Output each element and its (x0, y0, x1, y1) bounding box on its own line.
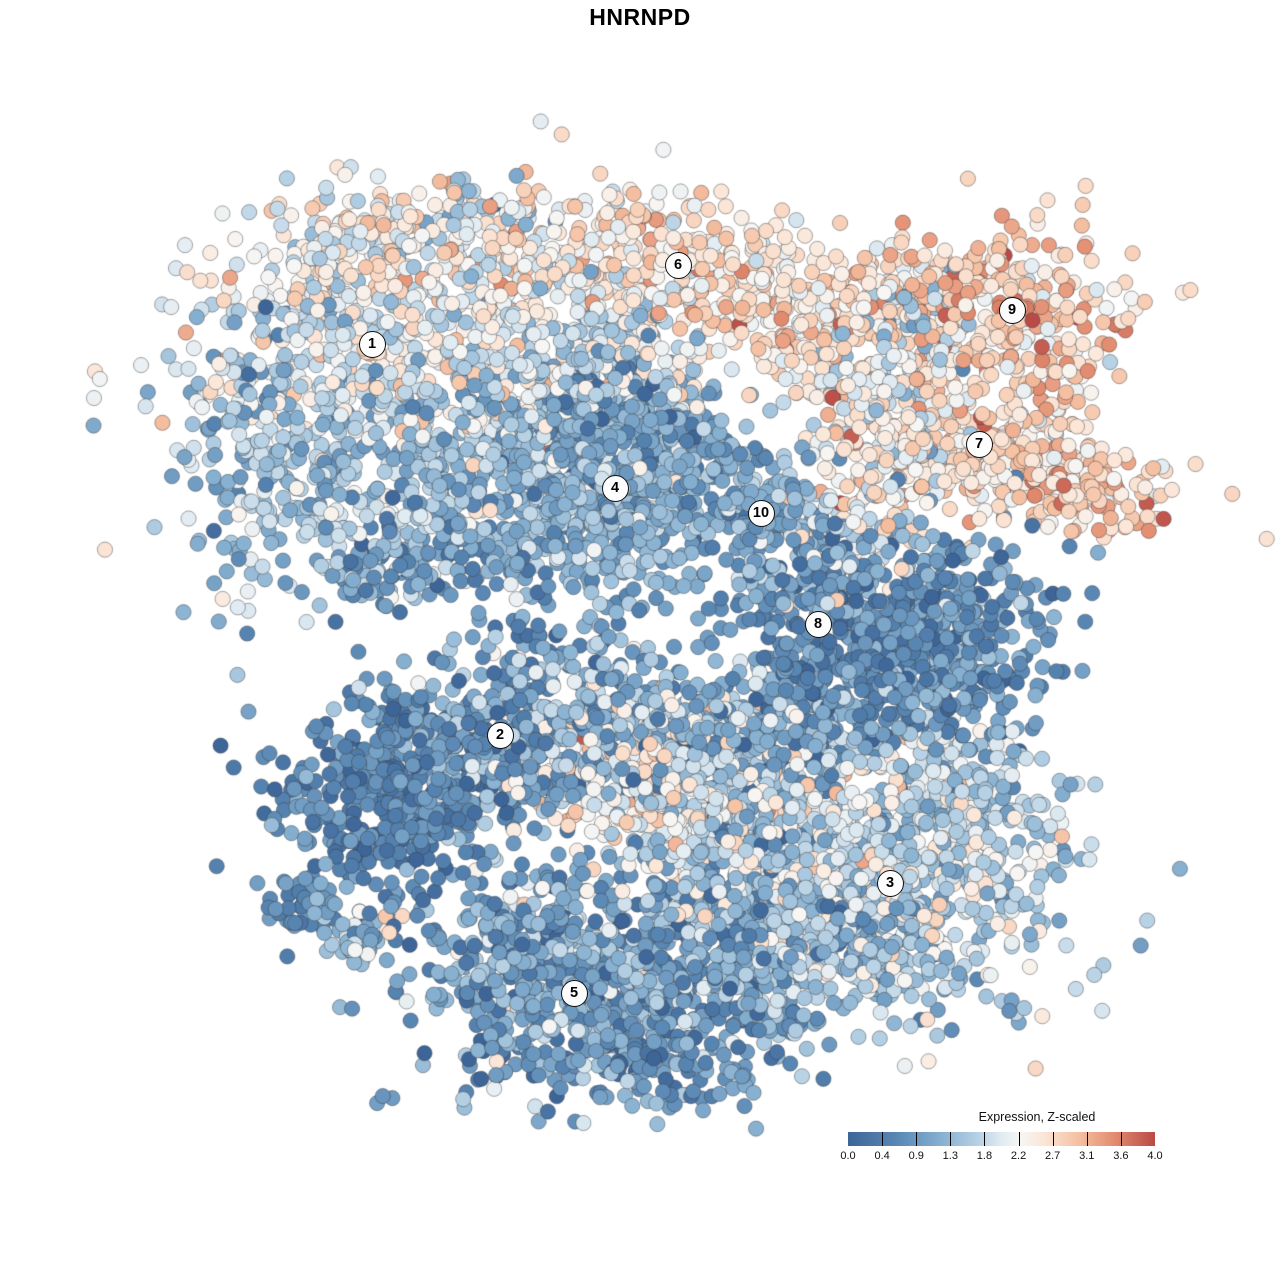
legend-tick-label: 4.0 (1147, 1150, 1163, 1162)
legend-tick-label: 2.2 (1010, 1150, 1027, 1162)
legend-tick-mark (984, 1132, 986, 1146)
legend-tick-label: 0.4 (874, 1150, 890, 1162)
cluster-label-1: 1 (358, 330, 386, 358)
expression-legend: Expression, Z-scaled 0.0 0.4 0.9 1.3 1.8 2.2 2… (840, 1110, 1162, 1172)
legend-tick-mark (1052, 1132, 1054, 1146)
cluster-label-10: 10 (747, 499, 775, 527)
cluster-label-3: 3 (876, 869, 904, 897)
legend-colorbar (848, 1132, 1155, 1146)
legend-tick-label: 0.0 (840, 1150, 856, 1162)
legend-tick-mark (882, 1132, 884, 1146)
cluster-label-6: 6 (664, 251, 692, 279)
cluster-label-4: 4 (601, 474, 629, 502)
legend-tick-mark (1086, 1132, 1088, 1146)
cluster-label-7: 7 (965, 430, 993, 458)
cluster-label-2: 2 (486, 721, 514, 749)
cluster-label-9: 9 (998, 296, 1026, 324)
legend-tick-mark (916, 1132, 918, 1146)
legend-tick-label: 3.1 (1079, 1150, 1095, 1162)
legend-tick-label: 1.8 (976, 1150, 993, 1162)
legend-tick-mark (1120, 1132, 1122, 1146)
cluster-label-5: 5 (560, 979, 588, 1007)
legend-title: Expression, Z-scaled (978, 1110, 1096, 1124)
legend-tick-label: 3.6 (1113, 1150, 1129, 1162)
legend-tick-label: 0.9 (908, 1150, 924, 1162)
legend-tick-label: 2.7 (1045, 1150, 1061, 1162)
cluster-label-8: 8 (804, 610, 832, 638)
legend-tick-mark (1018, 1132, 1020, 1146)
plot-title: HNRNPD (589, 4, 691, 30)
legend-tick-mark (950, 1132, 952, 1146)
legend-tick-label: 1.3 (942, 1150, 958, 1162)
